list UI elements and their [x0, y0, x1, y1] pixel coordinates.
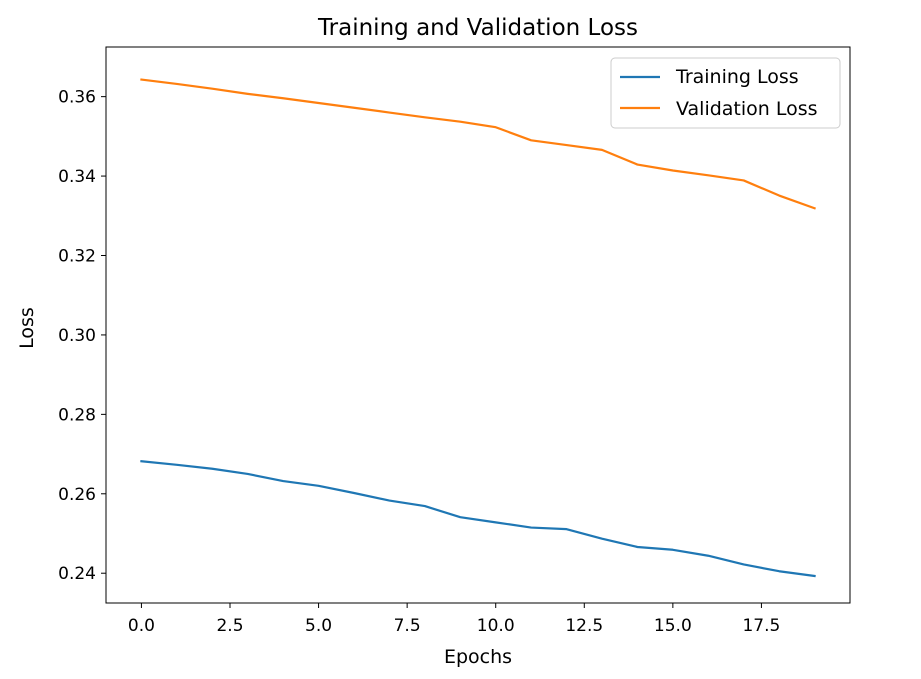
y-axis-label: Loss	[16, 307, 38, 349]
x-tick-label: 17.5	[742, 616, 780, 636]
x-tick-label: 10.0	[477, 616, 515, 636]
x-tick-label: 0.0	[128, 616, 155, 636]
x-tick-label: 5.0	[305, 616, 332, 636]
x-tick-label: 7.5	[394, 616, 421, 636]
legend: Training Loss Validation Loss	[610, 57, 841, 129]
x-axis: 0.0 2.5 5.0 7.5 10.0 12.5 15.0 17.5	[128, 603, 780, 636]
x-tick-label: 15.0	[654, 616, 692, 636]
x-tick-label: 2.5	[216, 616, 243, 636]
y-tick-label: 0.32	[58, 247, 96, 267]
legend-label-training-loss: Training Loss	[675, 66, 799, 88]
y-tick-label: 0.26	[58, 485, 96, 505]
y-tick-label: 0.36	[58, 88, 96, 108]
legend-box	[610, 57, 841, 129]
series-line-validation-loss	[140, 78, 816, 210]
y-tick-label: 0.28	[58, 405, 96, 425]
y-tick-label: 0.24	[58, 564, 96, 584]
legend-label-validation-loss: Validation Loss	[676, 98, 818, 120]
plot-area	[140, 78, 816, 578]
series-line-training-loss	[140, 460, 816, 578]
y-tick-label: 0.34	[58, 167, 96, 187]
x-tick-label: 12.5	[565, 616, 603, 636]
y-tick-label: 0.30	[58, 326, 96, 346]
x-axis-label: Epochs	[444, 646, 512, 668]
chart-title: Training and Validation Loss	[317, 15, 638, 41]
axes-frame	[105, 46, 851, 604]
y-axis: 0.24 0.26 0.28 0.30 0.32 0.34 0.36	[58, 88, 106, 584]
